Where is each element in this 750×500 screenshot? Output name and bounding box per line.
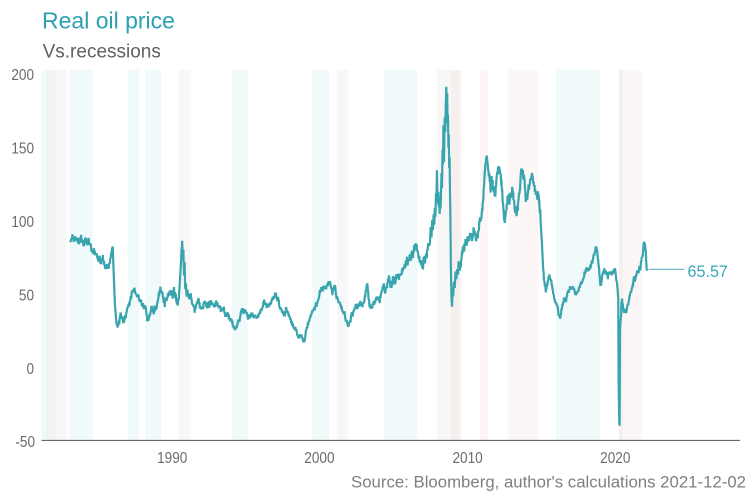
svg-text:1990: 1990 xyxy=(157,450,187,467)
svg-text:200: 200 xyxy=(11,67,34,84)
svg-text:50: 50 xyxy=(19,287,34,304)
svg-text:2000: 2000 xyxy=(304,450,334,467)
svg-text:65.57: 65.57 xyxy=(688,261,728,280)
svg-text:2020: 2020 xyxy=(600,450,630,467)
svg-text:Vs.recessions: Vs.recessions xyxy=(43,41,161,62)
svg-text:150: 150 xyxy=(11,141,34,158)
svg-text:Source: Bloomberg, author's ca: Source: Bloomberg, author's calculations… xyxy=(351,473,746,492)
svg-text:2010: 2010 xyxy=(452,450,482,467)
svg-text:-50: -50 xyxy=(15,434,35,451)
svg-text:100: 100 xyxy=(11,214,34,231)
svg-text:0: 0 xyxy=(26,361,34,378)
svg-text:Real oil price: Real oil price xyxy=(42,8,175,34)
